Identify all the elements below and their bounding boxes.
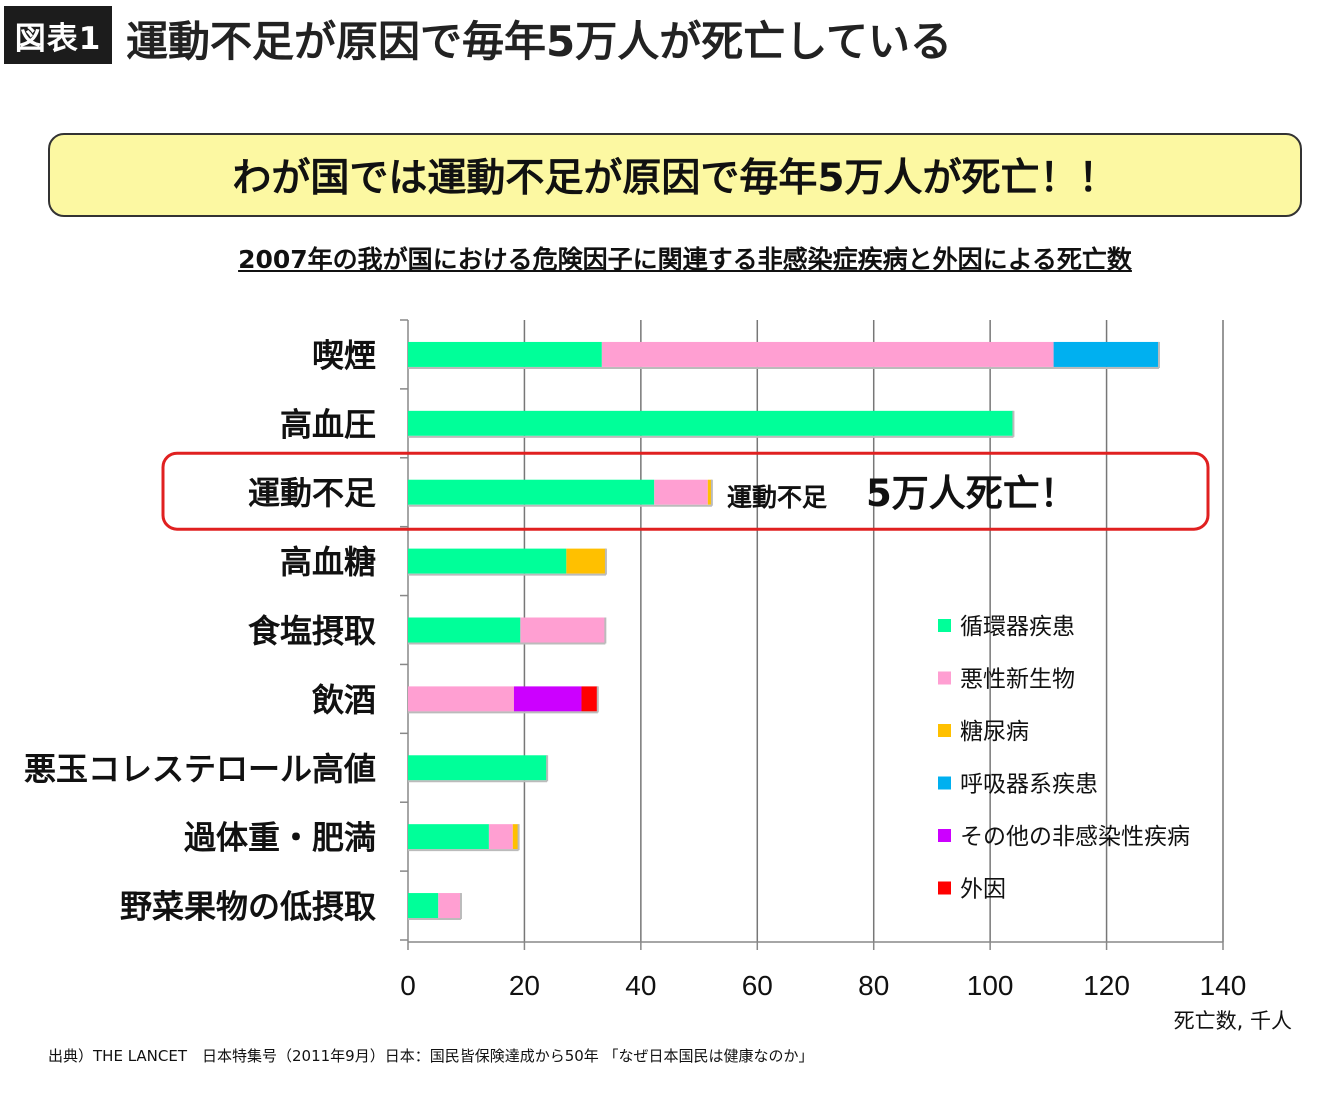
bar-segment [438,893,461,919]
x-tick-label: 60 [742,970,773,1001]
legend-label: 糖尿病 [960,719,1029,745]
bar-segment [408,893,439,919]
bar-segment [581,686,598,712]
bar-segment [408,617,521,643]
page-title: 運動不足が原因で毎年5万人が死亡している [126,17,952,66]
bar-segment [520,617,606,643]
category-label: 飲酒 [312,681,376,719]
x-tick-label: 100 [967,970,1014,1001]
legend-swatch [938,724,951,737]
highlight-label-big: 5万人死亡！ [866,472,1077,515]
legend-label: 外因 [960,877,1006,903]
bar-segment [408,548,567,574]
x-tick-label: 20 [509,970,540,1001]
x-axis-label: 死亡数, 千人 [1174,1009,1292,1033]
source-note: 出典）THE LANCET 日本特集号（2011年9月）日本：国民皆保険達成から… [48,1047,814,1065]
legend-label: 呼吸器系疾患 [960,772,1098,798]
legend-swatch [938,619,951,632]
bar-segment [512,824,519,850]
headline-banner: わが国では運動不足が原因で毎年5万人が死亡！！ [48,133,1302,217]
bar-segment [654,479,708,505]
bar-segment [408,341,602,367]
category-label: 高血糖 [280,543,376,581]
bar-segment [408,686,514,712]
category-label: 高血圧 [280,405,376,443]
bar-segment [408,410,1014,436]
legend-label: その他の非感染性疾病 [960,824,1190,850]
bar-segment [566,548,606,574]
category-label: 野菜果物の低摂取 [120,888,376,926]
bar-segment [513,686,582,712]
legend-label: 循環器疾患 [960,614,1075,640]
legend-swatch [938,671,951,685]
bar-segment [707,479,712,505]
x-tick-label: 140 [1200,970,1247,1001]
highlight-label-small: 運動不足 [727,483,827,512]
x-tick-label: 0 [400,970,416,1001]
bar-segment [408,479,655,505]
x-tick-label: 40 [625,970,656,1001]
chart-title: 2007年の我が国における危険因子に関連する非感染症疾病と外因による死亡数 [238,245,1132,274]
category-label: 過体重・肥満 [184,819,376,857]
figure-label: 図表1 [4,6,112,64]
bar-segment [408,755,548,781]
bar-segment [1053,341,1159,367]
highlight-box [161,451,1210,531]
legend-label: 悪性新生物 [960,667,1075,693]
bar-segment [601,341,1054,367]
bar-segment [488,824,513,850]
legend-swatch [938,776,951,790]
bar-segment [408,824,489,850]
banner-text: わが国では運動不足が原因で毎年5万人が死亡！！ [232,156,1118,201]
category-label: 運動不足 [248,474,376,512]
legend-swatch [938,829,951,842]
category-label: 食塩摂取 [248,612,376,650]
x-tick-label: 80 [858,970,889,1001]
category-label: 喫煙 [312,336,376,374]
x-tick-label: 120 [1083,970,1130,1001]
legend-swatch [938,881,951,895]
category-label: 悪玉コレステロール高値 [24,750,376,788]
